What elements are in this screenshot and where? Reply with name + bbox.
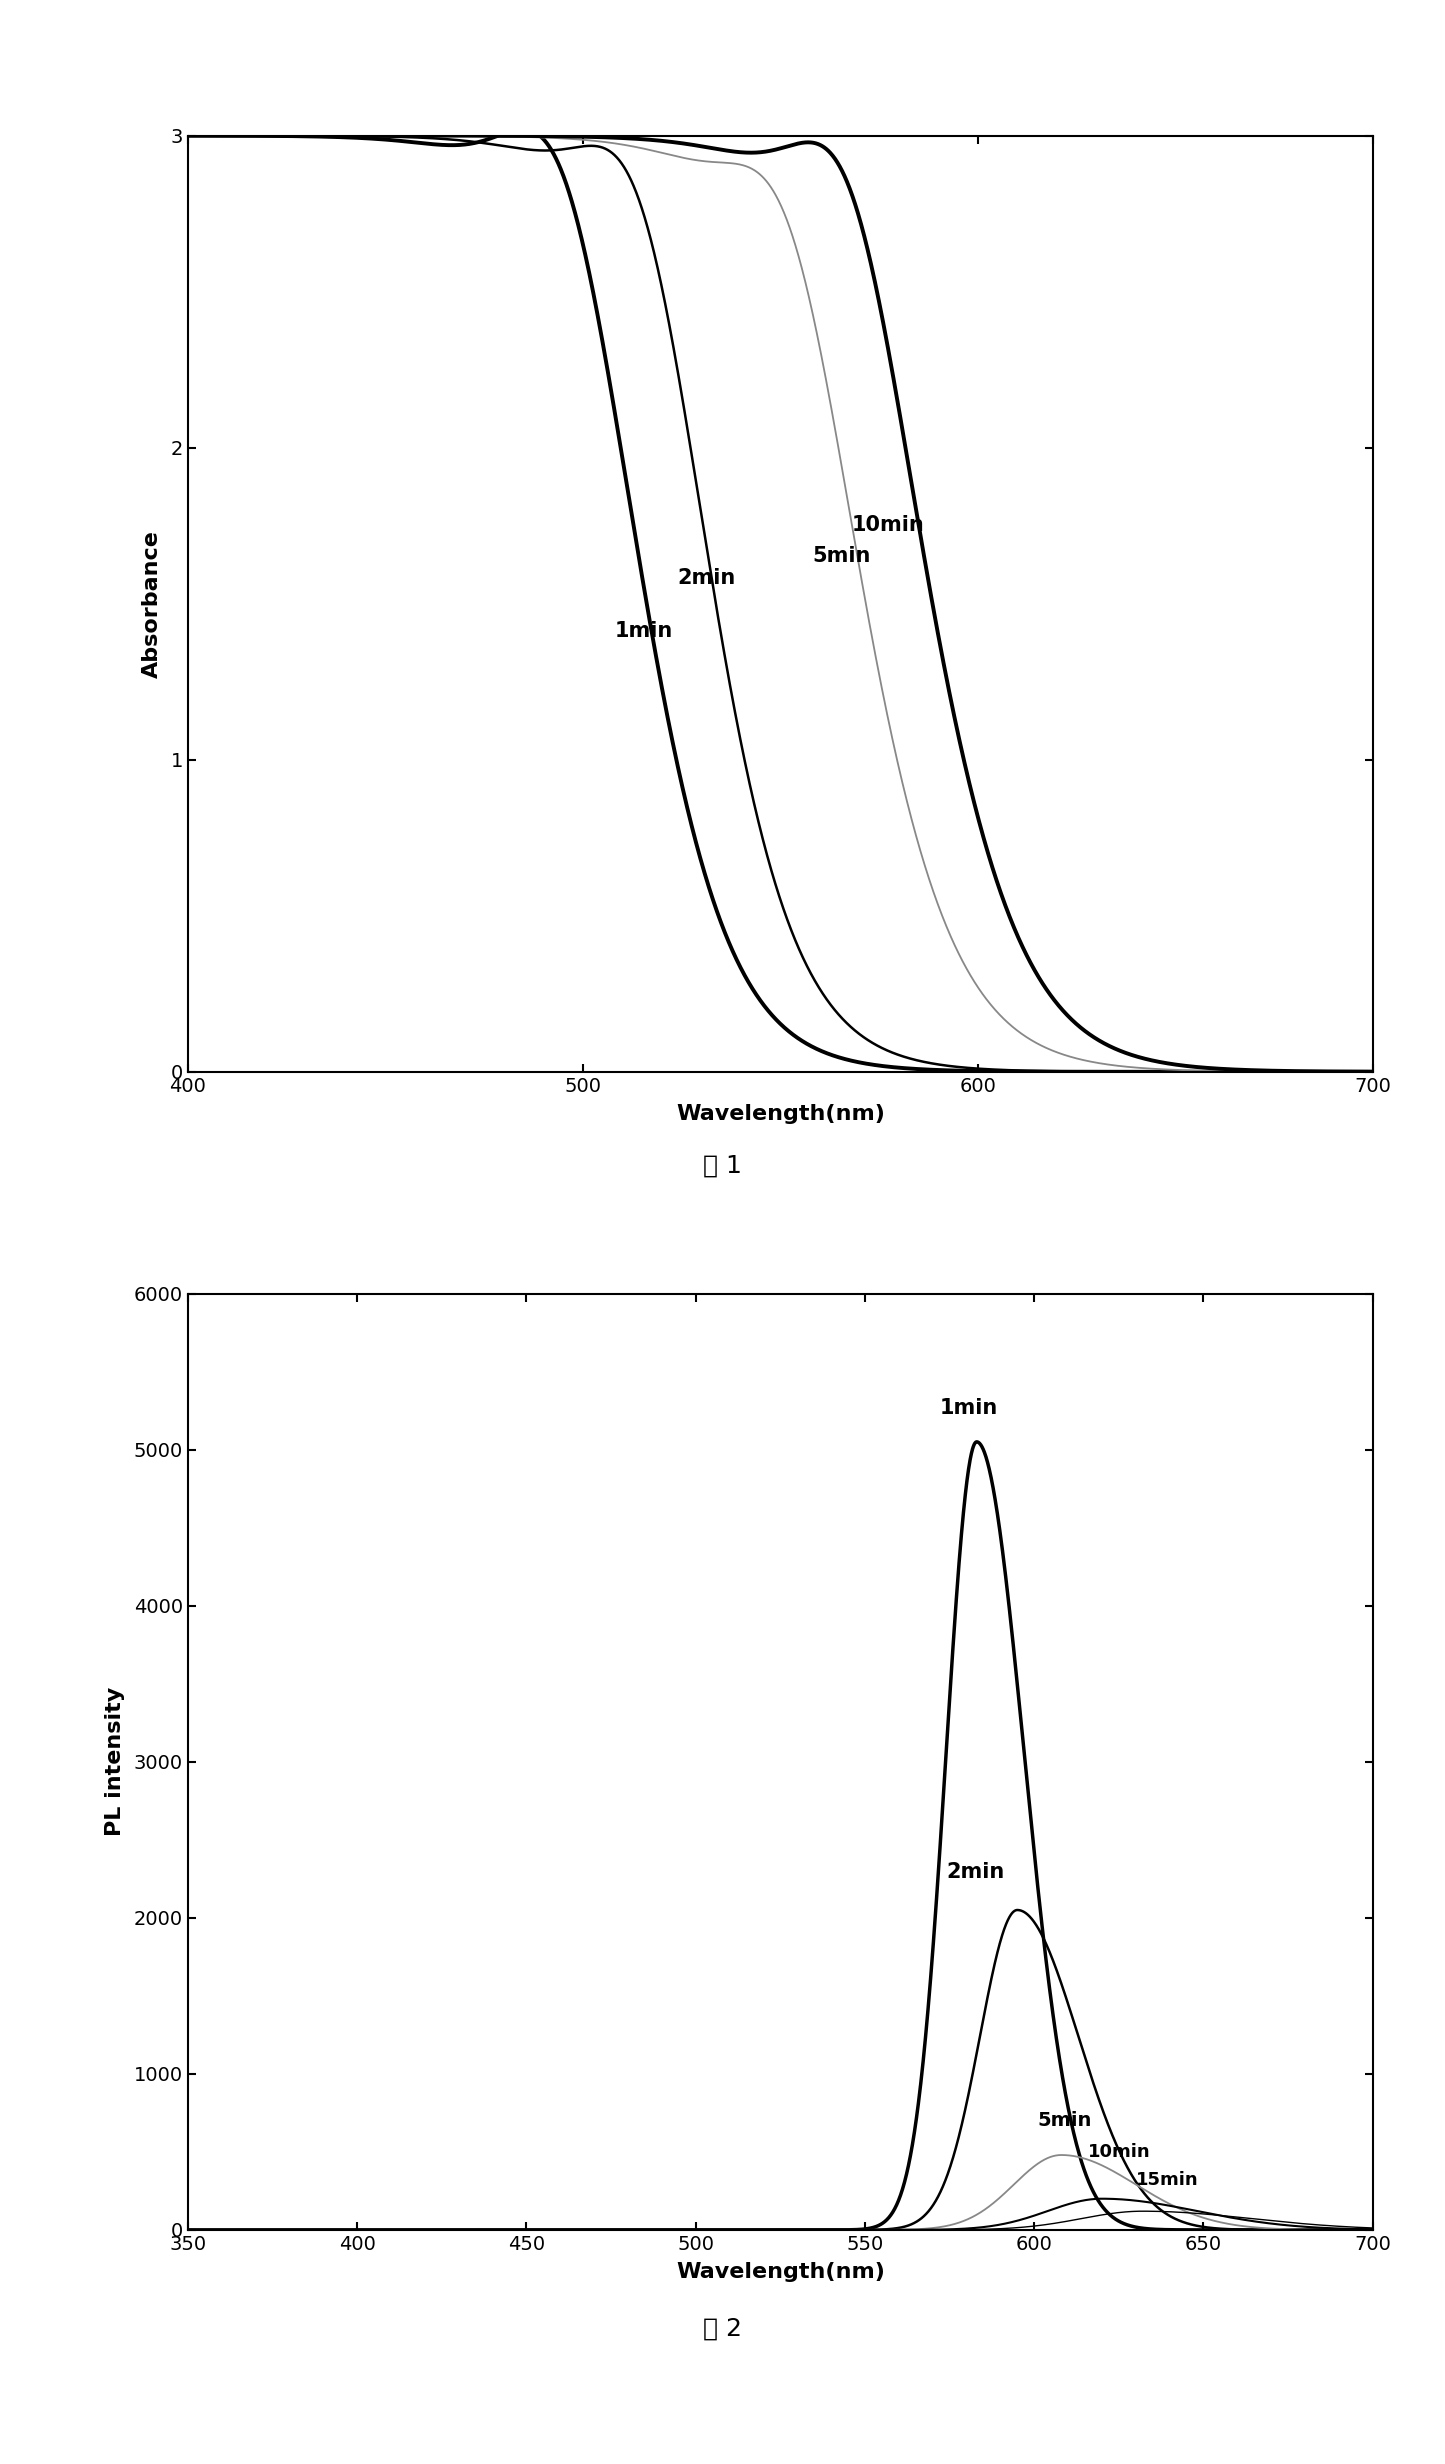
Text: 2min: 2min (946, 1863, 1004, 1882)
Text: 5min: 5min (1038, 2112, 1092, 2129)
Text: 图 2: 图 2 (704, 2316, 741, 2341)
Text: 2min: 2min (678, 569, 736, 589)
Text: 1min: 1min (614, 621, 673, 641)
X-axis label: Wavelength(nm): Wavelength(nm) (676, 1104, 884, 1124)
Text: 5min: 5min (812, 547, 870, 567)
Text: 15min: 15min (1136, 2171, 1198, 2190)
Text: 1min: 1min (939, 1400, 997, 1419)
X-axis label: Wavelength(nm): Wavelength(nm) (676, 2262, 884, 2282)
Y-axis label: Absorbance: Absorbance (142, 530, 162, 678)
Text: 10min: 10min (851, 515, 925, 535)
Y-axis label: PL intensity: PL intensity (105, 1688, 126, 1836)
Text: 10min: 10min (1088, 2144, 1152, 2161)
Text: 图 1: 图 1 (704, 1153, 741, 1178)
